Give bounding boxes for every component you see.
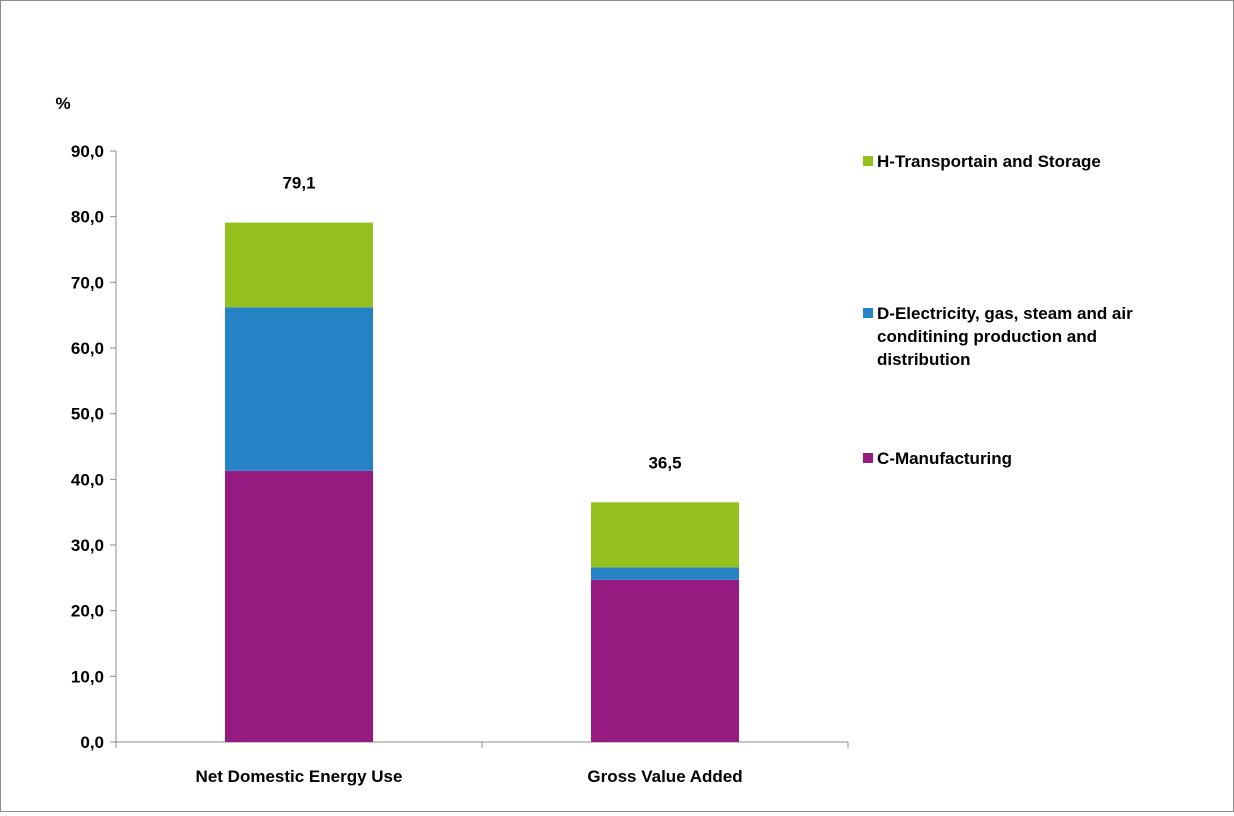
x-category-label: Gross Value Added [587, 767, 742, 786]
y-tick-label: 0,0 [80, 733, 104, 752]
bar-segment [225, 222, 373, 308]
legend-line: D-Electricity, gas, steam and air [877, 304, 1133, 323]
y-tick-label: 80,0 [71, 208, 104, 227]
bar-segment [591, 579, 739, 742]
legend-line: distribution [877, 350, 970, 369]
legend: H-Transportain and Storage D-Electricity,… [863, 152, 1133, 468]
total-data-label: 79,1 [282, 174, 315, 193]
y-tick-label: 90,0 [71, 142, 104, 161]
legend-entry-label: D-Electricity, gas, steam and air conditi… [877, 304, 1133, 369]
bar-segment [225, 470, 373, 742]
legend-swatch [863, 453, 873, 463]
y-tick-label: 70,0 [71, 273, 104, 292]
y-tick-label: 20,0 [71, 602, 104, 621]
bar-segment [591, 502, 739, 568]
y-tick-label: 10,0 [71, 667, 104, 686]
legend-entry-label: C-Manufacturing [877, 449, 1012, 468]
legend-line: H-Transportain and Storage [877, 152, 1101, 171]
bars [225, 222, 739, 742]
legend-swatch [863, 308, 873, 318]
legend-line: C-Manufacturing [877, 449, 1012, 468]
legend-swatch [863, 156, 873, 166]
y-tick-label: 50,0 [71, 405, 104, 424]
bar-segment [591, 567, 739, 580]
y-tick-label: 30,0 [71, 536, 104, 555]
total-data-label: 36,5 [648, 453, 681, 472]
legend-entry-label: H-Transportain and Storage [877, 152, 1101, 171]
y-tick-label: 60,0 [71, 339, 104, 358]
legend-line: conditining production and [877, 327, 1097, 346]
y-unit-label: % [55, 94, 70, 113]
labels: Net Domestic Energy Use 79,1 Gross Value A… [196, 174, 743, 786]
bar-segment [225, 307, 373, 471]
x-category-label: Net Domestic Energy Use [196, 767, 403, 786]
y-tick-label: 40,0 [71, 470, 104, 489]
